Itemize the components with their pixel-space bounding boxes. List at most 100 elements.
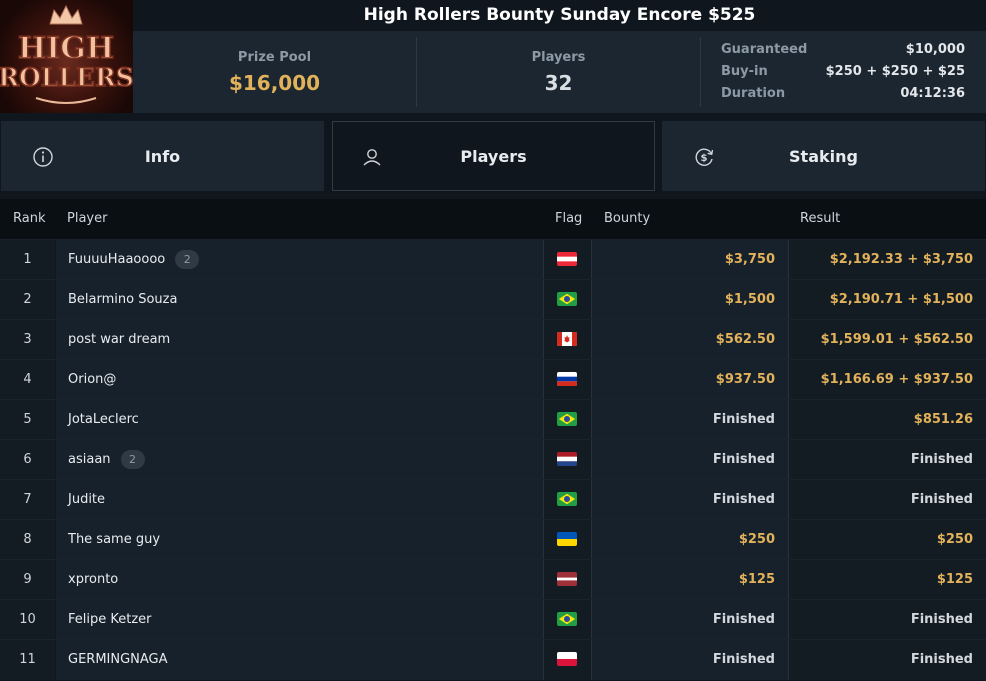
table-row[interactable]: 1 FuuuuHaaoooo 2 $3,750 $2,192.33 + $3,750: [0, 239, 986, 280]
rank-cell: 7: [0, 480, 55, 520]
tab-info[interactable]: Info: [1, 121, 324, 191]
detail-row-buy-in: Buy-in $250 + $250 + $25: [721, 63, 965, 85]
flag-cell: [543, 560, 591, 600]
result-cell: Finished: [788, 600, 986, 640]
column-header-rank[interactable]: Rank: [13, 211, 46, 226]
netherlands-flag-icon: [557, 452, 577, 466]
table-row[interactable]: 6 asiaan 2 Finished Finished: [0, 439, 986, 480]
detail-row-guaranteed: Guaranteed $10,000: [721, 41, 965, 63]
player-cell: The same guy: [55, 520, 543, 560]
rank-cell: 1: [0, 240, 55, 280]
table-row[interactable]: 8 The same guy $250 $250: [0, 519, 986, 560]
brazil-flag-icon: [557, 612, 577, 626]
detail-key: Buy-in: [721, 64, 768, 79]
bounty-cell: $250: [591, 520, 788, 560]
detail-key: Guaranteed: [721, 42, 808, 57]
table-row[interactable]: 3 post war dream $562.50 $1,599.01 + $562.5…: [0, 319, 986, 360]
flag-cell: [543, 360, 591, 400]
detail-value: $250 + $250 + $25: [825, 64, 965, 79]
table-header: Rank Player Flag Bounty Result: [0, 199, 986, 239]
player-name[interactable]: Orion@: [68, 372, 117, 387]
rank-cell: 10: [0, 600, 55, 640]
player-name[interactable]: The same guy: [68, 532, 161, 547]
tournament-title: High Rollers Bounty Sunday Encore $525: [363, 5, 756, 25]
rank-cell: 3: [0, 320, 55, 360]
players-stat: Players 32: [417, 31, 700, 113]
column-header-result[interactable]: Result: [800, 211, 841, 226]
re-entry-badge: 2: [175, 250, 200, 269]
result-cell: $250: [788, 520, 986, 560]
rank-cell: 4: [0, 360, 55, 400]
info-icon: [33, 147, 53, 167]
result-cell: $125: [788, 560, 986, 600]
brazil-flag-icon: [557, 412, 577, 426]
tab-info-label: Info: [144, 147, 181, 166]
player-cell: post war dream: [55, 320, 543, 360]
tab-players-label: Players: [460, 147, 527, 166]
player-name[interactable]: asiaan: [68, 452, 111, 467]
bounty-cell: $937.50: [591, 360, 788, 400]
tab-players[interactable]: Players: [332, 121, 655, 191]
players-label: Players: [531, 50, 586, 65]
re-entry-badge: 2: [120, 450, 145, 469]
rank-cell: 6: [0, 440, 55, 480]
table-row[interactable]: 11 GERMINGNAGA Finished Finished: [0, 639, 986, 680]
bounty-cell: $3,750: [591, 240, 788, 280]
table-row[interactable]: 5 JotaLeclerc Finished $851.26: [0, 399, 986, 440]
player-name[interactable]: Judite: [68, 492, 106, 507]
player-name[interactable]: xpronto: [68, 572, 119, 587]
prize-pool-stat: Prize Pool $16,000: [133, 31, 416, 113]
tab-staking[interactable]: $ Staking: [662, 121, 985, 191]
tab-staking-label: Staking: [789, 147, 858, 166]
flag-cell: [543, 480, 591, 520]
stats-divider: [416, 37, 417, 107]
player-cell: GERMINGNAGA: [55, 640, 543, 680]
dollar-cycle-icon: $: [695, 148, 714, 166]
table-row[interactable]: 10 Felipe Ketzer Finished Finished: [0, 599, 986, 640]
table-row[interactable]: 7 Judite Finished Finished: [0, 479, 986, 520]
table-row[interactable]: 2 Belarmino Souza $1,500 $2,190.71 + $1,500: [0, 279, 986, 320]
bounty-cell: Finished: [591, 600, 788, 640]
bounty-cell: Finished: [591, 400, 788, 440]
bounty-cell: $125: [591, 560, 788, 600]
prize-pool-value: $16,000: [228, 71, 321, 95]
table-row[interactable]: 4 Orion@ $937.50 $1,166.69 + $937.50: [0, 359, 986, 400]
latvia-flag-icon: [557, 572, 577, 586]
player-cell: Felipe Ketzer: [55, 600, 543, 640]
brazil-flag-icon: [557, 292, 577, 306]
detail-key: Duration: [721, 86, 786, 101]
detail-value: $10,000: [905, 42, 965, 57]
table-row[interactable]: 9 xpronto $125 $125: [0, 559, 986, 600]
flag-cell: [543, 400, 591, 440]
prize-pool-label: Prize Pool: [237, 50, 312, 65]
rank-cell: 9: [0, 560, 55, 600]
column-header-flag[interactable]: Flag: [555, 211, 583, 226]
column-header-bounty[interactable]: Bounty: [604, 211, 651, 226]
player-name[interactable]: Felipe Ketzer: [68, 612, 152, 627]
bounty-cell: Finished: [591, 480, 788, 520]
column-header-player[interactable]: Player: [67, 211, 108, 226]
player-cell: Belarmino Souza: [55, 280, 543, 320]
rank-cell: 8: [0, 520, 55, 560]
poland-flag-icon: [557, 652, 577, 666]
player-cell: JotaLeclerc: [55, 400, 543, 440]
high-rollers-logo: HIGH ROLLERS: [0, 0, 133, 113]
table-body: 1 FuuuuHaaoooo 2 $3,750 $2,192.33 + $3,750 2 B…: [0, 239, 986, 680]
bounty-cell: $1,500: [591, 280, 788, 320]
player-name[interactable]: Belarmino Souza: [68, 292, 178, 307]
bounty-cell: Finished: [591, 440, 788, 480]
player-name[interactable]: GERMINGNAGA: [68, 652, 168, 667]
detail-value: 04:12:36: [900, 86, 965, 101]
player-name[interactable]: FuuuuHaaoooo: [68, 252, 166, 267]
brazil-flag-icon: [557, 492, 577, 506]
player-name[interactable]: JotaLeclerc: [68, 412, 139, 427]
players-count: 32: [544, 71, 573, 95]
result-cell: $1,599.01 + $562.50: [788, 320, 986, 360]
player-name[interactable]: post war dream: [68, 332, 171, 347]
tournament-details: Guaranteed $10,000 Buy-in $250 + $250 + …: [721, 41, 965, 107]
flag-cell: [543, 280, 591, 320]
flag-cell: [543, 320, 591, 360]
logo-text-high: HIGH: [18, 31, 114, 66]
detail-row-duration: Duration 04:12:36: [721, 85, 965, 107]
rank-cell: 5: [0, 400, 55, 440]
